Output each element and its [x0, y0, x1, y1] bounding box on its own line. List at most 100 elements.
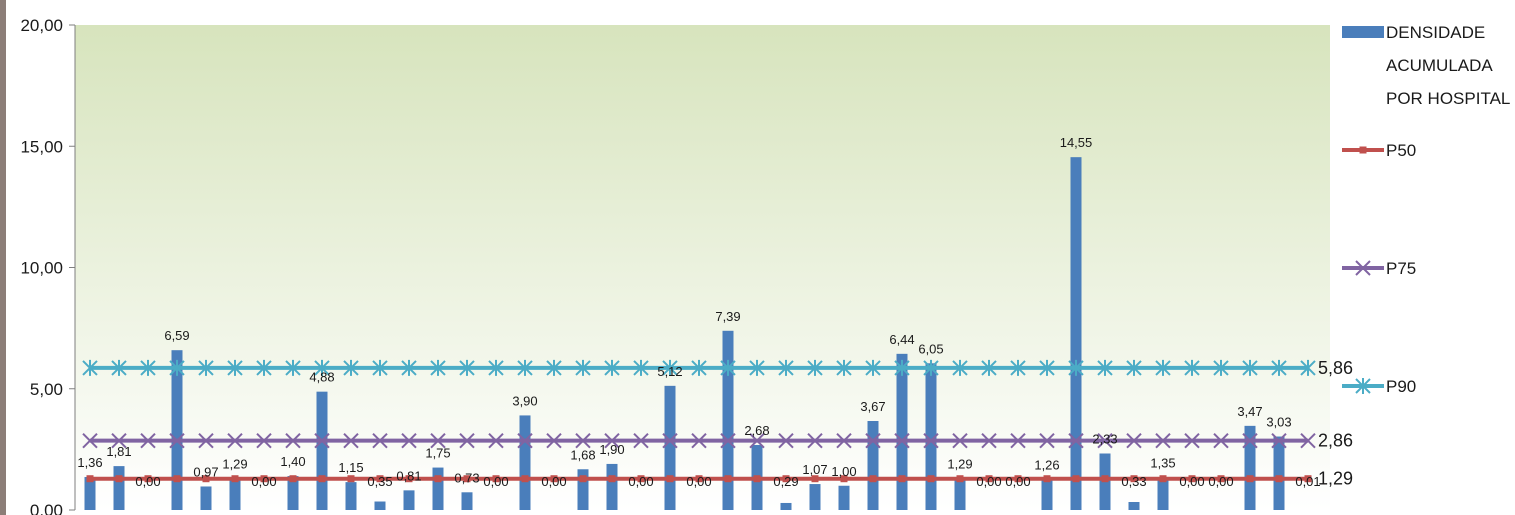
bar [780, 502, 792, 510]
marker [604, 359, 620, 376]
marker [898, 475, 906, 483]
bar-value-label: 3,47 [1237, 404, 1262, 419]
marker [372, 359, 388, 376]
marker [260, 475, 268, 483]
bar [84, 477, 96, 510]
bar-value-label: 0,35 [367, 474, 392, 489]
marker [459, 359, 475, 376]
marker [1097, 359, 1113, 376]
bar-value-label: 4,88 [309, 370, 334, 385]
marker [633, 359, 649, 376]
marker [782, 475, 790, 483]
marker [1155, 359, 1171, 376]
bar [867, 421, 879, 510]
bar-value-label: 0,29 [773, 474, 798, 489]
marker [256, 432, 272, 449]
marker [662, 359, 678, 376]
marker [691, 432, 707, 449]
marker [865, 359, 881, 376]
marker [1130, 475, 1138, 483]
bar [113, 466, 125, 510]
bar [316, 391, 328, 510]
bar-value-label: 1,26 [1034, 457, 1059, 472]
marker [169, 432, 185, 449]
marker [869, 475, 877, 483]
marker [633, 432, 649, 449]
bar [722, 330, 734, 510]
y-tick-label: 15,00 [20, 137, 63, 156]
bar-value-label: 1,40 [280, 454, 305, 469]
marker [372, 432, 388, 449]
marker [492, 475, 500, 483]
marker [463, 475, 471, 483]
marker [111, 359, 127, 376]
marker [173, 475, 181, 483]
marker [1271, 359, 1287, 376]
marker [1300, 432, 1316, 449]
bar [287, 476, 299, 510]
marker [807, 359, 823, 376]
marker [637, 475, 645, 483]
marker [401, 432, 417, 449]
marker [343, 359, 359, 376]
marker [1097, 432, 1113, 449]
bar-value-label: 0,00 [976, 474, 1001, 489]
legend-label: P75 [1386, 259, 1416, 278]
marker [488, 432, 504, 449]
bar-value-label: 1,68 [570, 447, 595, 462]
marker [1271, 432, 1287, 449]
bar [838, 485, 850, 510]
bar-value-label: 3,03 [1266, 415, 1291, 430]
marker [285, 432, 301, 449]
marker [140, 359, 156, 376]
marker [1010, 432, 1026, 449]
marker [285, 359, 301, 376]
marker [836, 359, 852, 376]
bar-value-label: 1,29 [222, 457, 247, 472]
bar [809, 484, 821, 510]
marker [807, 432, 823, 449]
marker [1010, 359, 1026, 376]
marker [749, 432, 765, 449]
marker [811, 475, 819, 483]
bar-value-label: 0,00 [541, 474, 566, 489]
legend-label: P90 [1386, 377, 1416, 396]
marker [608, 475, 616, 483]
bar [664, 385, 676, 510]
bar-value-label: 0,97 [193, 464, 218, 479]
marker [488, 359, 504, 376]
marker [1039, 359, 1055, 376]
marker [1068, 432, 1084, 449]
marker [231, 475, 239, 483]
bar [925, 363, 937, 510]
marker [1246, 475, 1254, 483]
marker [575, 359, 591, 376]
bar-value-label: 1,75 [425, 446, 450, 461]
bar-value-label: 1,36 [77, 455, 102, 470]
marker [318, 475, 326, 483]
marker [1014, 475, 1022, 483]
bar-value-label: 0,00 [135, 474, 160, 489]
marker [923, 432, 939, 449]
marker [1242, 432, 1258, 449]
bar [171, 350, 183, 510]
marker [1304, 475, 1312, 483]
marker [343, 432, 359, 449]
marker [1039, 432, 1055, 449]
marker [923, 359, 939, 376]
bar [200, 486, 212, 510]
marker [82, 432, 98, 449]
marker [1213, 359, 1229, 376]
bar-value-label: 6,05 [918, 341, 943, 356]
bar-value-label: 3,67 [860, 399, 885, 414]
marker [778, 359, 794, 376]
bar [403, 490, 415, 510]
bar-value-label: 5,12 [657, 364, 682, 379]
marker [140, 432, 156, 449]
marker [927, 475, 935, 483]
marker [517, 359, 533, 376]
marker [115, 475, 123, 483]
legend-label: POR HOSPITAL [1386, 89, 1510, 108]
marker [985, 475, 993, 483]
